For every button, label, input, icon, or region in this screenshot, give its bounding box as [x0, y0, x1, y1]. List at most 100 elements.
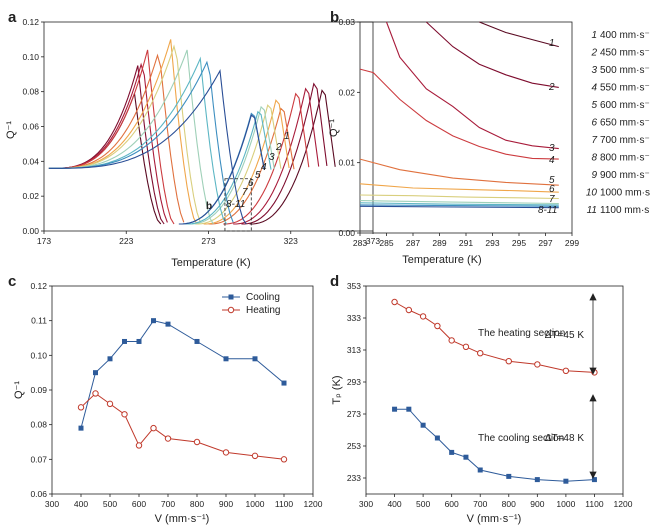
data-point-circle: [562, 367, 570, 374]
panel-a-heating-curve: [195, 104, 282, 225]
panel-b-curve: [359, 202, 559, 206]
data-point-circle: [434, 322, 441, 330]
x-tick-label: 700: [473, 499, 487, 509]
legend-number: 6: [591, 118, 597, 129]
legend-number: 8: [591, 153, 597, 164]
data-point-circle: [505, 358, 512, 365]
data-point-circle: [462, 343, 470, 350]
panel-d-xlabel: V (mm·s⁻¹): [467, 513, 522, 525]
panel-a-heating-curve: [188, 105, 275, 225]
x-tick-label: 295: [512, 238, 526, 248]
data-point-square: [506, 473, 512, 479]
panel-a: a Q⁻¹ Temperature (K) 173 223 273 323 3730.0…: [5, 9, 380, 269]
x-tick-label: 1100: [275, 499, 294, 509]
x-tick-label: 223: [119, 236, 133, 246]
panel-a-axes: 173 223 273 323 3730.000.020.040.060.080.100…: [22, 17, 380, 246]
panel-a-heating-curve: [185, 110, 272, 225]
legend-number: 1: [591, 30, 597, 41]
data-point-square: [591, 477, 597, 483]
y-tick-label: 253: [347, 441, 361, 451]
y-tick-label: 0.11: [31, 316, 47, 326]
x-tick-label: 283: [353, 238, 367, 248]
panel-a-ylabel: Q⁻¹: [5, 121, 17, 139]
legend-square-icon: [228, 294, 234, 300]
data-point-circle: [448, 337, 455, 344]
x-tick-label: 285: [379, 238, 393, 248]
panel-a-cooling-curve: [48, 53, 185, 223]
x-tick-label: 500: [103, 499, 117, 509]
plot-frame: [365, 285, 624, 495]
x-tick-label: 600: [445, 499, 459, 509]
panel-a-letter: a: [8, 9, 17, 26]
panel-b-curve-labels: 1 2 3 4 5 6 7 8-11: [538, 38, 557, 216]
arrow-head-icon: [589, 471, 597, 479]
panel-a-heating-curve: [208, 107, 295, 225]
y-tick-label: 273: [347, 409, 361, 419]
legend-label: Heating: [246, 305, 280, 316]
data-point-circle: [534, 361, 541, 368]
y-tick-label: 0.08: [30, 420, 47, 430]
panel-b-curve-label: 6: [549, 184, 555, 195]
x-tick-label: 291: [459, 238, 473, 248]
x-tick-label: 900: [530, 499, 544, 509]
y-tick-label: 0.02: [338, 87, 355, 97]
data-point-circle: [222, 449, 230, 456]
panel-d-annotation-heating: The heating section: [478, 328, 565, 339]
x-tick-label: 1000: [556, 499, 575, 509]
panel-b-letter: b: [330, 9, 339, 26]
panel-b-curve: [359, 194, 559, 200]
data-point-square: [165, 321, 171, 327]
panel-d: d Tₚ (K) V (mm·s⁻¹) 300 400 500 600 700 800 90…: [330, 273, 633, 525]
data-point-circle: [92, 390, 99, 397]
panel-a-heating-curve: [233, 87, 320, 225]
panel-a-curves: [48, 39, 336, 232]
data-point-square: [534, 477, 540, 483]
y-tick-label: 233: [347, 473, 361, 483]
data-point-square: [78, 425, 84, 431]
legend-number: 10: [586, 188, 598, 199]
data-point-square: [252, 356, 258, 362]
x-tick-label: 500: [416, 499, 430, 509]
panel-b-curve: [359, 68, 559, 160]
legend-text: 600 mm·s⁻¹: [600, 100, 650, 111]
panel-d-letter: d: [330, 273, 339, 290]
panel-b-curve: [359, 183, 559, 193]
panel-a-curve-label: 8-11: [226, 199, 245, 210]
panel-b-curve-label: 8-11: [538, 205, 557, 216]
legend-text: 1100 mm·s⁻¹: [600, 205, 650, 216]
x-tick-label: 173: [37, 236, 51, 246]
panel-b: b Q⁻¹ Temperature (K) 283 285 287 289 291 293…: [328, 9, 650, 266]
y-tick-label: 0.10: [30, 350, 47, 360]
series-line: [394, 408, 595, 482]
legend-text: 700 mm·s⁻¹: [600, 135, 650, 146]
legend-number: 4: [591, 83, 597, 94]
data-point-square: [107, 356, 113, 362]
panel-a-curve-labels: 1 2 3 4 5 6 7 8-11: [226, 131, 290, 210]
legend-text: 400 mm·s⁻¹: [600, 30, 650, 41]
legend-text: 450 mm·s⁻¹: [600, 48, 650, 59]
y-tick-label: 293: [347, 377, 361, 387]
x-tick-label: 800: [502, 499, 516, 509]
panel-b-curve: [479, 21, 559, 48]
legend-number: 11: [587, 205, 597, 216]
x-tick-label: 323: [284, 236, 298, 246]
panel-a-heating-curve: [249, 89, 336, 225]
panel-c-series: [77, 318, 288, 463]
x-tick-label: 1200: [614, 499, 633, 509]
y-tick-label: 0.12: [30, 281, 47, 291]
legend-number: 3: [591, 65, 597, 76]
panel-b-curve: [385, 21, 559, 150]
data-point-circle: [135, 442, 143, 449]
x-tick-label: 900: [219, 499, 233, 509]
y-tick-label: 353: [347, 281, 361, 291]
x-tick-label: 1000: [246, 499, 265, 509]
x-tick-label: 1200: [304, 499, 323, 509]
y-tick-label: 0.01: [338, 158, 355, 168]
panel-b-ylabel: Q⁻¹: [328, 119, 340, 137]
y-tick-label: 0.12: [22, 17, 39, 27]
legend-text: 500 mm·s⁻¹: [600, 65, 650, 76]
data-point-square: [281, 380, 287, 386]
panel-d-series: [391, 298, 598, 484]
x-tick-label: 400: [387, 499, 401, 509]
data-point-square: [136, 338, 142, 344]
